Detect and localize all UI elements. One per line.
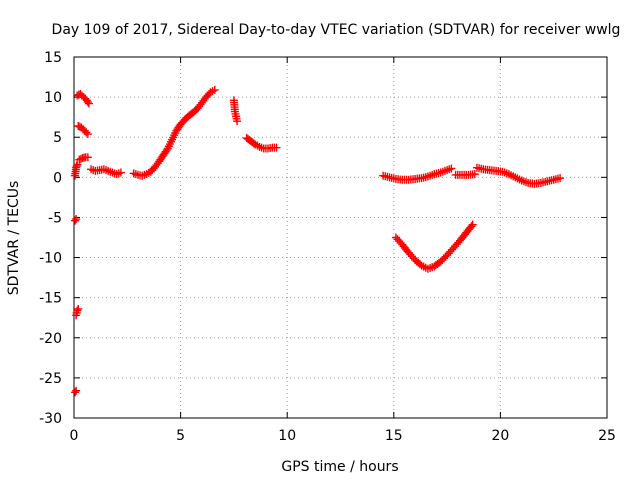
data-points (71, 85, 565, 397)
data-point (71, 388, 80, 397)
data-point (83, 130, 92, 139)
y-tick-label: 10 (44, 90, 62, 106)
y-tick-label: -15 (39, 291, 62, 307)
x-tick-label: 0 (70, 428, 79, 444)
x-axis-title: GPS time / hours (281, 459, 398, 475)
data-point (84, 99, 93, 108)
data-point (272, 143, 281, 152)
data-point (116, 168, 125, 177)
data-point (72, 386, 81, 395)
chart-title: Day 109 of 2017, Sidereal Day-to-day VTE… (52, 22, 621, 38)
data-point (74, 304, 83, 313)
x-tick-label: 10 (278, 428, 296, 444)
data-point (83, 153, 92, 162)
data-point (71, 216, 80, 225)
data-point (210, 85, 219, 94)
axis-ticks (73, 56, 608, 419)
y-tick-label: -5 (48, 210, 62, 226)
y-tick-label: 0 (53, 170, 62, 186)
x-tick-label: 25 (598, 428, 616, 444)
plot-frame (73, 56, 608, 419)
y-axis-title: SDTVAR / TECUs (6, 181, 22, 296)
data-point (82, 128, 91, 137)
x-tick-label: 15 (385, 428, 403, 444)
data-point (470, 170, 479, 179)
data-point (83, 97, 92, 106)
y-tick-label: -20 (39, 331, 62, 347)
y-tick-label: 5 (53, 130, 62, 146)
x-tick-label: 20 (491, 428, 509, 444)
data-point (447, 164, 456, 173)
data-point (233, 117, 242, 126)
grid-lines (74, 57, 607, 418)
data-point (556, 174, 565, 183)
data-point (467, 222, 476, 231)
y-tick-label: -25 (39, 371, 62, 387)
y-tick-label: -10 (39, 251, 62, 267)
x-tick-labels: 0 5 10 15 20 25 (70, 428, 616, 444)
data-point (73, 160, 82, 169)
data-point (468, 220, 477, 229)
y-tick-labels: -30 -25 -20 -15 -10 -5 0 5 10 15 (39, 50, 62, 427)
x-tick-label: 5 (176, 428, 185, 444)
y-tick-label: 15 (44, 50, 62, 66)
y-tick-label: -30 (39, 411, 62, 427)
data-point (72, 215, 81, 224)
data-point (73, 306, 82, 315)
